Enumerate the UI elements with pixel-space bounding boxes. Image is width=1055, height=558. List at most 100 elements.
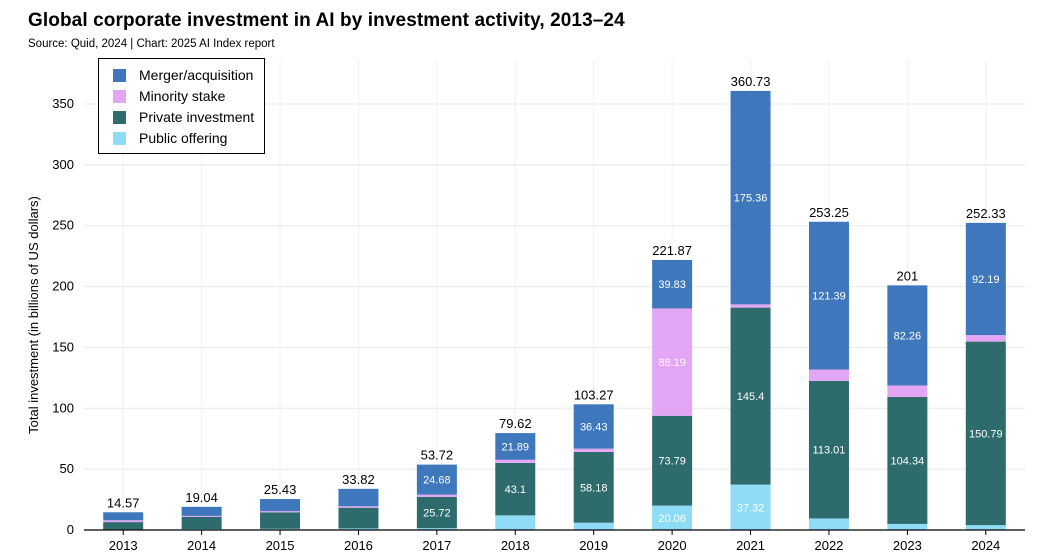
chart-title: Global corporate investment in AI by inv… [28,10,625,31]
bar-merger-acquisition [652,259,693,309]
bar-minority-stake [887,385,928,397]
segment-label: 39.83 [658,279,686,291]
bar-private-investment [495,462,536,516]
bar-private-investment [260,512,301,529]
bar-merger-acquisition [808,221,849,370]
bar-minority-stake [103,520,144,523]
bar-merger-acquisition [181,506,222,516]
bar-public-offering [416,528,457,530]
segment-label: 73.79 [658,456,686,468]
segment-label: 175.36 [734,193,768,205]
y-tick-label: 200 [52,279,74,294]
bar-private-investment [181,516,222,530]
bar-private-investment [887,396,928,524]
x-tick-label: 2023 [893,538,922,553]
legend-swatch [113,89,126,103]
y-tick-label: 300 [52,157,74,172]
bar-merger-acquisition [573,404,614,449]
legend-swatch [113,110,126,124]
bar-private-investment [652,415,693,506]
segment-label: 58.18 [580,482,608,494]
bar-public-offering [965,525,1006,530]
legend-label: Public offering [139,130,228,146]
bar-minority-stake [808,369,849,381]
bar-public-offering [652,505,693,530]
x-tick-label: 2021 [736,538,765,553]
chart-source: Source: Quid, 2024 | Chart: 2025 AI Inde… [28,38,275,50]
legend-label: Private investment [139,109,255,125]
bar-public-offering [495,515,536,530]
segment-label: 88.19 [658,357,686,369]
legend-label: Merger/acquisition [139,67,254,83]
bar-merger-acquisition [887,285,928,386]
segment-label: 20.06 [658,513,686,525]
x-tick-label: 2018 [501,538,530,553]
bar-merger-acquisition [416,464,457,495]
x-tick-label: 2015 [266,538,295,553]
segment-label: 24.68 [423,475,451,487]
bar-public-offering [887,523,928,530]
segment-label: 37.32 [737,502,765,514]
bar-minority-stake [181,515,222,517]
bar-minority-stake [652,308,693,416]
bar-public-offering [338,528,379,530]
legend-swatch [113,68,126,82]
total-label: 79.62 [499,416,532,431]
bar-minority-stake [416,494,457,497]
total-label: 19.04 [185,490,218,505]
segment-label: 150.79 [969,428,1003,440]
y-axis-label: Total investment (in billions of US doll… [26,196,41,434]
x-tick-label: 2016 [344,538,373,553]
total-label: 14.57 [107,495,140,510]
bar-merger-acquisition [103,512,144,521]
total-label: 201 [897,268,919,283]
segment-label: 92.19 [972,274,1000,286]
total-label: 33.82 [342,472,375,487]
y-tick-label: 350 [52,96,74,111]
legend-item: Merger/acquisition [113,67,253,83]
bar-private-investment [573,451,614,523]
total-label: 53.72 [421,448,454,463]
segment-label: 43.1 [505,484,526,496]
bar-merger-acquisition [338,488,379,507]
bar-public-offering [260,528,301,530]
y-tick-label: 50 [60,461,74,476]
legend-label: Minority stake [139,88,226,104]
bar-minority-stake [965,335,1006,342]
bar-private-investment [416,496,457,529]
bar-merger-acquisition [495,433,536,460]
x-tick-label: 2014 [187,538,216,553]
x-tick-label: 2024 [971,538,1000,553]
bar-public-offering [808,518,849,530]
bar-merger-acquisition [730,90,771,305]
total-label: 221.87 [652,243,692,258]
segment-label: 121.39 [812,291,846,303]
segment-label: 82.26 [894,330,922,342]
y-tick-label: 100 [52,400,74,415]
bar-merger-acquisition [965,222,1006,336]
total-label: 25.43 [264,482,297,497]
x-tick-label: 2020 [658,538,687,553]
bar-minority-stake [730,304,771,308]
x-tick-label: 2019 [579,538,608,553]
total-label: 253.25 [809,205,849,220]
segment-label: 25.72 [423,508,451,520]
chart-legend: Merger/acquisition Minority stake Private … [98,58,265,154]
total-label: 360.73 [731,74,771,89]
bar-public-offering [573,522,614,530]
segment-label: 104.34 [891,455,925,467]
bar-private-investment [103,522,144,530]
bar-private-investment [965,341,1006,526]
segment-label: 21.89 [502,441,530,453]
legend-item: Minority stake [113,88,225,104]
segment-label: 145.4 [737,391,765,403]
bar-minority-stake [573,448,614,452]
y-tick-label: 150 [52,339,74,354]
x-tick-label: 2013 [109,538,138,553]
bar-merger-acquisition [260,499,301,512]
legend-item: Private investment [113,109,254,125]
bar-private-investment [808,380,849,519]
x-tick-label: 2017 [422,538,451,553]
legend-item: Public offering [113,130,227,146]
